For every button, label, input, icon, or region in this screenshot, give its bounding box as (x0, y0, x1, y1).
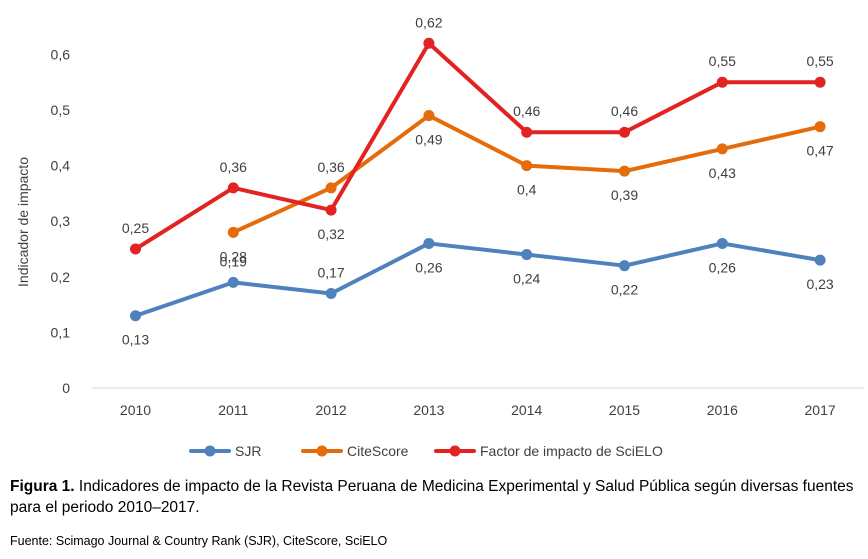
series-line-3 (133, 41, 823, 251)
y-tick-label: 0,3 (51, 213, 71, 229)
data-point (814, 254, 826, 266)
data-point (130, 243, 141, 255)
data-point (423, 37, 435, 49)
legend-marker (204, 445, 216, 457)
data-point (130, 310, 141, 322)
y-axis-label: Indicador de impacto (15, 157, 31, 287)
x-tick-label: 2017 (805, 402, 836, 418)
y-tick-label: 0,2 (51, 269, 71, 285)
data-label: 0,26 (709, 259, 736, 275)
line-chart: Indicador de impacto 0 0,1 0,2 0,3 0,4 0,5 0,6… (15, 14, 864, 459)
data-point (521, 160, 533, 172)
data-point (716, 76, 728, 88)
caption-text: Indicadores de impacto de la Revista Per… (10, 478, 854, 516)
data-label: 0,46 (611, 103, 638, 119)
data-label: 0,26 (415, 259, 442, 275)
data-point (325, 204, 337, 216)
data-label: 0,22 (611, 282, 638, 298)
data-label: 0,24 (513, 271, 540, 287)
data-point (227, 226, 239, 238)
x-tick-label: 2014 (511, 402, 542, 418)
y-tick-label: 0,6 (51, 46, 71, 62)
data-label: 0,39 (611, 187, 638, 203)
data-label: 0,49 (415, 132, 442, 148)
data-label: 0,4 (517, 182, 537, 198)
x-tick-label: 2011 (218, 402, 248, 418)
data-point (227, 276, 239, 288)
data-point (619, 126, 630, 138)
x-tick-label: 2012 (316, 402, 347, 418)
series-line-1 (133, 241, 823, 318)
y-tick-label: 0,4 (51, 158, 71, 174)
figure-caption: Figura 1. Indicadores de impacto de la R… (10, 476, 860, 518)
data-point (814, 76, 826, 88)
data-label: 0,36 (317, 159, 344, 175)
data-label: 0,19 (220, 253, 247, 269)
x-tick-label: 2013 (413, 402, 444, 418)
x-tick-label: 2015 (609, 402, 640, 418)
data-label: 0,23 (806, 276, 833, 292)
data-label: 0,25 (122, 220, 149, 236)
legend-label: SJR (235, 443, 261, 459)
x-tick-label: 2010 (120, 402, 151, 418)
data-point (423, 110, 435, 122)
data-point (423, 237, 435, 249)
legend-label: CiteScore (347, 443, 409, 459)
x-tick-label: 2016 (707, 402, 738, 418)
y-tick-label: 0,5 (51, 102, 71, 118)
data-label: 0,62 (415, 14, 442, 30)
data-point (814, 121, 826, 133)
data-point (716, 237, 728, 249)
data-point (619, 165, 630, 177)
data-label: 0,55 (806, 53, 833, 69)
data-label: 0,28 (220, 248, 247, 264)
data-point (521, 126, 533, 138)
data-label: 0,47 (806, 143, 833, 159)
data-point (619, 260, 630, 272)
data-point (227, 182, 239, 194)
legend-marker (316, 445, 328, 457)
y-tick-label: 0 (62, 380, 70, 396)
data-label: 0,36 (220, 159, 247, 175)
caption-label: Figura 1. (10, 478, 75, 495)
data-label: 0,46 (513, 103, 540, 119)
data-label: 0,32 (317, 226, 344, 242)
y-tick-label: 0,1 (51, 324, 71, 340)
legend-label: Factor de impacto de SciELO (480, 443, 663, 459)
data-label: 0,17 (317, 264, 344, 280)
data-point (521, 249, 533, 261)
data-label: 0,55 (709, 53, 736, 69)
data-label: 0,13 (122, 332, 149, 348)
data-label: 0,43 (709, 165, 736, 181)
legend-marker (449, 445, 461, 457)
figure-source: Fuente: Scimago Journal & Country Rank (… (10, 534, 388, 548)
data-point (325, 287, 337, 299)
data-point (716, 143, 728, 155)
data-point (325, 182, 337, 194)
